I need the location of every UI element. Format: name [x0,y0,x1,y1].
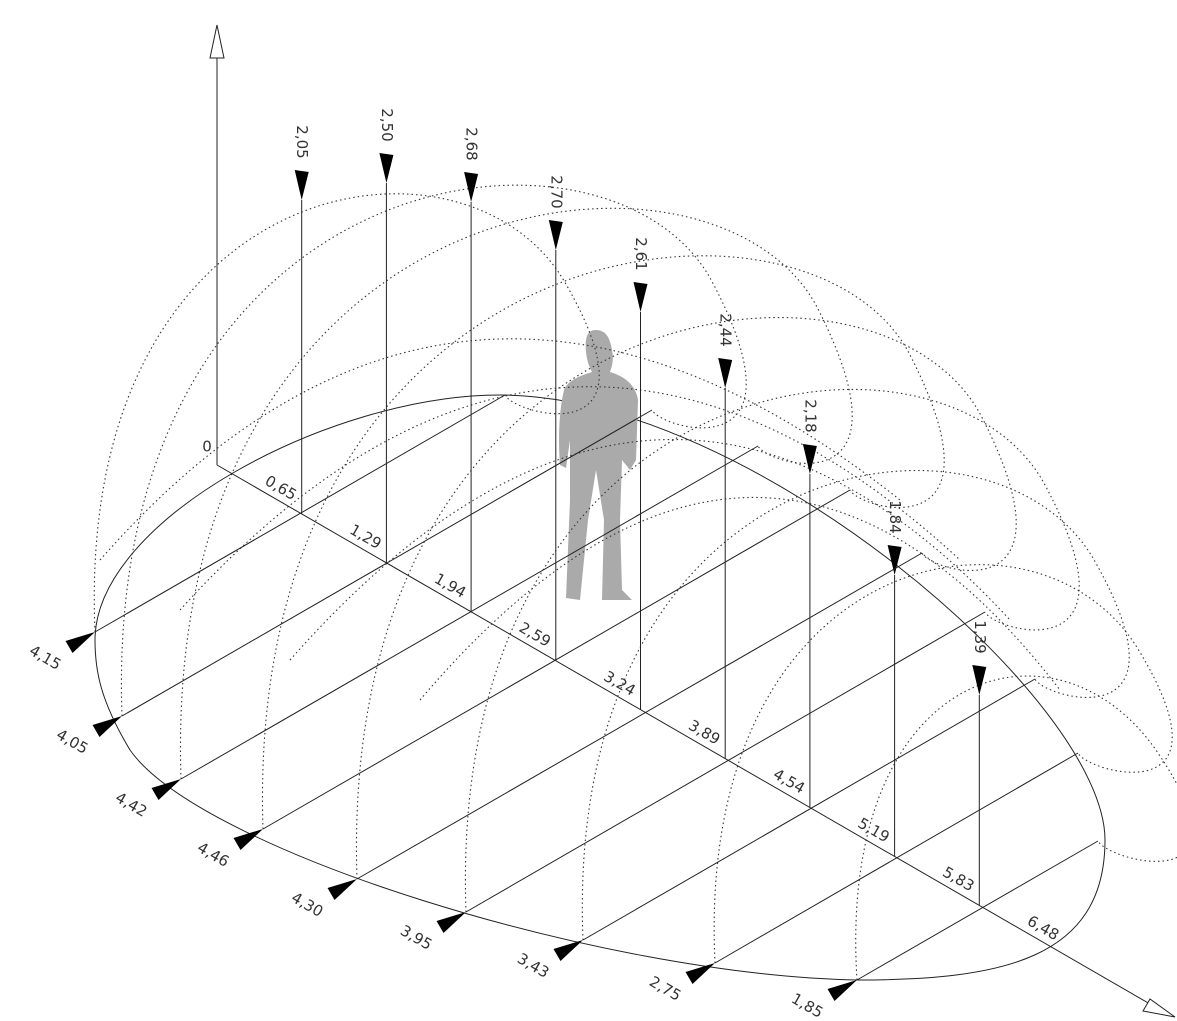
width-line [856,840,1099,981]
width-label: 2,75 [646,972,684,1004]
length-label: 6,48 [1024,912,1062,944]
dotted-arc [713,564,1173,964]
length-label: 3,24 [601,667,639,699]
width-label: 4,46 [194,838,232,870]
height-label: 2,68 [463,127,481,160]
dotted-arc [180,207,853,780]
dotted-arc [419,496,1061,701]
length-axis [216,464,1151,1005]
length-axis-arrow [1142,998,1176,1018]
dotted-arc [289,439,1011,661]
width-line [465,611,986,913]
dotted-arc [356,316,1017,880]
dotted-arc [179,386,961,611]
dotted-arc [855,675,1177,981]
width-arrow [553,940,583,962]
width-label: 4,05 [53,725,91,757]
width-arrow [151,779,181,801]
length-label: 3,89 [685,716,723,748]
width-line [180,445,759,780]
length-label: 1,29 [347,521,385,553]
height-arrow [294,170,309,200]
width-line [582,678,1036,941]
width-label: 4,30 [288,888,326,920]
vertical-axis-arrow [209,24,225,59]
height-arrow [379,153,394,183]
width-line [262,489,851,830]
height-arrow [972,665,987,695]
height-label: 1,39 [971,620,989,653]
width-label: 4,15 [26,641,64,673]
height-label: 2,70 [547,175,565,208]
dotted-arc [581,469,1130,941]
height-label: 2,50 [378,108,396,141]
origin-label: 0 [202,438,212,456]
height-label: 2,18 [801,399,819,432]
height-arrow [887,545,902,575]
width-line [94,394,506,633]
height-label: 2,05 [293,125,311,158]
width-arrow [92,716,122,738]
height-arrow [633,282,648,312]
height-arrow [802,444,817,474]
height-label: 2,61 [632,237,650,270]
width-arrow [436,912,466,934]
floor-ellipse [94,394,1106,981]
width-line [121,409,653,717]
length-label: 5,83 [939,863,977,895]
length-label: 5,19 [855,814,893,846]
width-label: 4,42 [112,788,150,820]
width-arrow [327,879,357,901]
length-label: 1,94 [431,569,469,601]
dotted-arc [93,193,600,633]
dotted-arc [464,388,1080,913]
width-arrow [685,963,715,985]
width-label: 1,85 [788,989,826,1021]
height-arrow [464,172,479,202]
width-label: 3,43 [514,949,552,981]
width-line [714,752,1079,964]
width-arrow [65,632,95,654]
length-label: 2,59 [516,618,554,650]
height-label: 1,84 [886,500,904,533]
width-line [356,552,923,880]
width-label: 3,95 [397,921,435,953]
height-label: 2,44 [717,313,735,346]
height-arrow [548,220,563,250]
length-label: 0,65 [262,472,300,504]
height-arrow [718,358,733,388]
width-arrow [827,980,857,1002]
length-label: 4,54 [770,765,808,797]
dotted-arc [99,338,901,561]
dotted-arc [120,184,747,717]
width-arrow [233,829,263,851]
